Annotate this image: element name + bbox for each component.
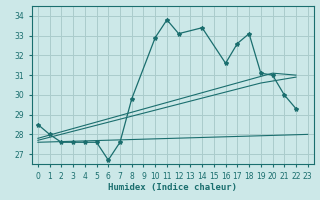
X-axis label: Humidex (Indice chaleur): Humidex (Indice chaleur) <box>108 183 237 192</box>
